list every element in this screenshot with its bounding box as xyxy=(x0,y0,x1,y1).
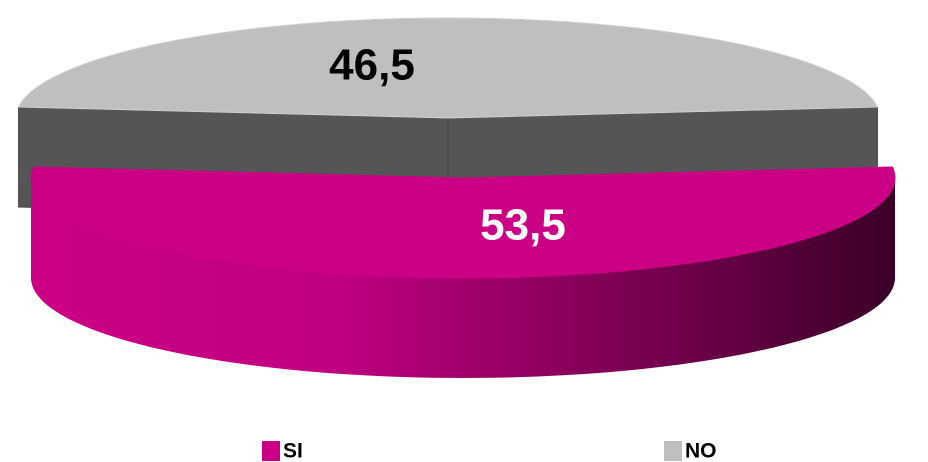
legend-label: SI xyxy=(283,440,303,462)
slice xyxy=(30,166,896,279)
pie xyxy=(17,17,896,378)
legend-swatch xyxy=(664,441,682,461)
value-label: 53,5 xyxy=(480,201,566,250)
value-labels: 46,5 53,5 xyxy=(329,41,566,250)
legend-label: NO xyxy=(685,440,717,462)
legend-swatch xyxy=(262,441,280,461)
value-label: 46,5 xyxy=(329,41,415,90)
slice xyxy=(17,17,879,119)
